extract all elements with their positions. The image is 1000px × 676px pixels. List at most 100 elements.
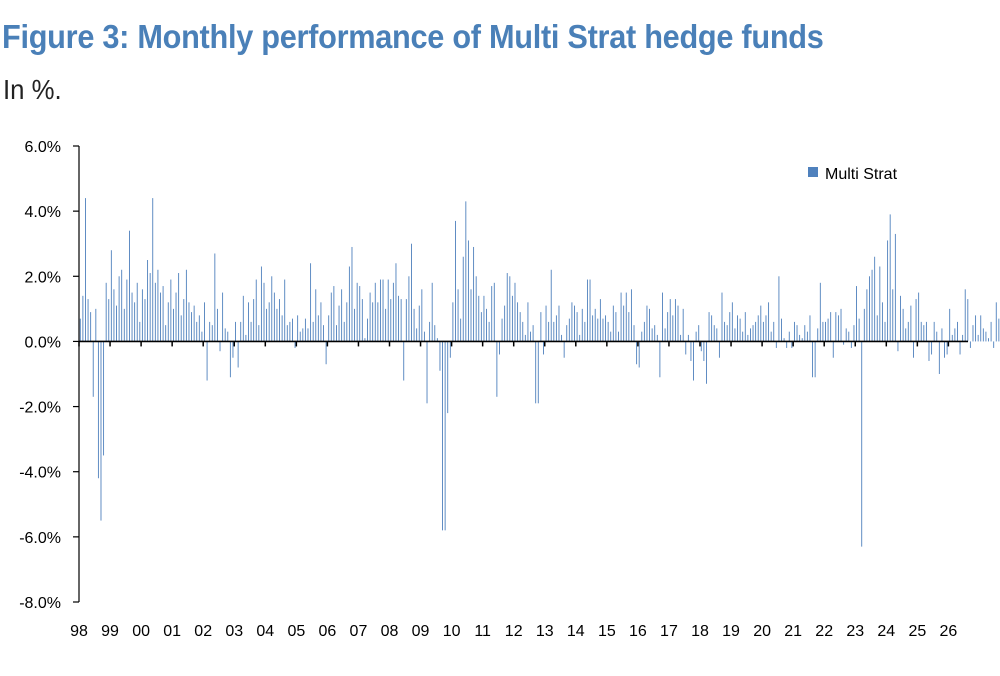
bar — [840, 308, 842, 342]
bar — [612, 305, 614, 342]
bar — [273, 292, 275, 342]
chart-title: Figure 3: Monthly performance of Multi S… — [2, 18, 824, 55]
bar — [442, 341, 443, 531]
bar — [160, 292, 161, 342]
bar — [566, 325, 568, 342]
bar — [413, 308, 415, 342]
bar — [162, 286, 164, 342]
bar — [480, 312, 482, 342]
y-tick-label: -4.0% — [19, 465, 61, 482]
bar — [178, 273, 180, 342]
bar — [915, 299, 917, 342]
bar — [421, 289, 423, 342]
bar — [757, 315, 759, 342]
bar — [837, 315, 839, 342]
bar — [527, 302, 529, 342]
bar — [307, 328, 309, 342]
bar — [667, 312, 669, 342]
x-tick-label: 09 — [412, 623, 430, 640]
bar — [579, 334, 581, 342]
bar — [809, 315, 811, 342]
bar — [889, 214, 891, 342]
bar — [773, 321, 775, 342]
bar — [204, 302, 205, 342]
bar — [659, 341, 661, 378]
bar — [141, 289, 143, 342]
bar — [910, 305, 912, 342]
bar — [411, 243, 412, 342]
bar — [602, 318, 604, 342]
bar — [680, 334, 682, 342]
bar — [382, 279, 384, 342]
bar — [144, 299, 146, 342]
bar — [183, 299, 185, 342]
bar — [633, 325, 635, 342]
bar — [812, 341, 814, 378]
bar — [328, 315, 330, 342]
bar — [964, 289, 966, 342]
bar — [744, 312, 746, 342]
y-tick-labels: 6.0% 4.0% 2.0% 0.0% -2.0% -4.0% -6.0% -8.0% — [19, 139, 61, 612]
bar — [170, 279, 172, 342]
bar — [279, 299, 280, 342]
bar — [517, 302, 519, 342]
bar — [356, 282, 358, 342]
bar — [662, 292, 663, 342]
bar — [193, 305, 195, 342]
x-tick-label: 16 — [629, 623, 647, 640]
bar — [592, 315, 594, 342]
bar — [687, 334, 689, 342]
bar — [682, 308, 684, 342]
bar — [724, 321, 726, 342]
bar — [628, 312, 630, 342]
x-tick-label: 21 — [784, 623, 802, 640]
bar — [157, 269, 159, 342]
bar — [478, 295, 480, 342]
bar — [255, 279, 257, 342]
bar — [491, 286, 493, 342]
x-tick-label: 03 — [225, 623, 243, 640]
bar — [408, 276, 410, 342]
bar — [385, 308, 387, 342]
bar — [685, 341, 687, 355]
bar — [786, 341, 788, 348]
bar — [830, 312, 832, 342]
bar — [325, 341, 327, 365]
bar — [364, 338, 366, 342]
x-tick-label: 17 — [660, 623, 678, 640]
x-tick-label: 26 — [940, 623, 958, 640]
bar — [869, 276, 870, 342]
bar — [271, 276, 273, 342]
bar — [931, 341, 933, 355]
x-tick-label: 01 — [163, 623, 181, 640]
bar — [504, 305, 506, 342]
bar — [191, 312, 193, 342]
bar — [990, 321, 992, 342]
bar — [462, 256, 464, 342]
bar — [695, 331, 697, 342]
x-tick-label: 99 — [101, 623, 119, 640]
bar — [638, 341, 640, 368]
bar — [172, 308, 174, 342]
bar — [501, 318, 503, 342]
bar — [693, 341, 694, 381]
bar — [79, 318, 81, 342]
y-tick-label: 6.0% — [25, 139, 61, 156]
bar — [297, 315, 299, 342]
bar — [630, 289, 632, 342]
bar — [972, 325, 974, 342]
bar — [304, 318, 306, 342]
bar — [731, 302, 733, 342]
bar — [563, 341, 565, 358]
bar — [716, 328, 718, 342]
bar — [832, 341, 834, 358]
bar — [561, 334, 563, 342]
bar — [721, 292, 723, 342]
bar — [920, 321, 922, 342]
bar — [954, 328, 956, 342]
bar — [944, 341, 945, 358]
bar — [248, 302, 249, 342]
bar — [232, 341, 234, 358]
bar — [540, 312, 542, 342]
bar — [530, 331, 531, 342]
